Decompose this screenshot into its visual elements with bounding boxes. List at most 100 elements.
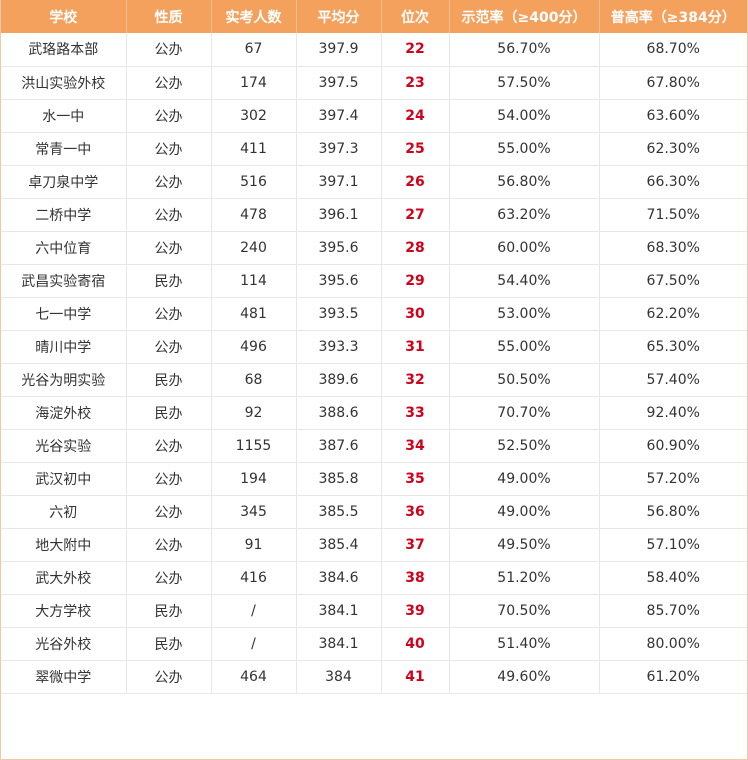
cell-model-rate: 49.00% [449,495,600,529]
cell-school: 洪山实验外校 [1,66,127,100]
cell-highschool-rate: 66.30% [599,165,747,199]
table-row: 武大外校 公办 416 384.6 38 51.20% 58.40% [1,561,747,595]
cell-rank: 30 [381,297,450,331]
cell-highschool-rate: 67.50% [599,264,747,298]
cell-school: 二桥中学 [1,198,127,232]
header-row: 学校 性质 实考人数 平均分 位次 示范率（≥400分） 普高率（≥384分） [1,0,747,33]
cell-highschool-rate: 57.20% [599,462,747,496]
cell-model-rate: 63.20% [449,198,600,232]
cell-school: 晴川中学 [1,330,127,364]
table-row: 常青一中 公办 411 397.3 25 55.00% 62.30% [1,132,747,166]
cell-rank: 34 [381,429,450,463]
cell-candidates: 91 [211,528,297,562]
cell-highschool-rate: 71.50% [599,198,747,232]
cell-average-score: 397.3 [296,132,382,166]
cell-school: 光谷实验 [1,429,127,463]
table-row: 六中位育 公办 240 395.6 28 60.00% 68.30% [1,231,747,265]
cell-average-score: 393.3 [296,330,382,364]
cell-rank: 32 [381,363,450,397]
cell-model-rate: 56.70% [449,33,600,67]
cell-type: 公办 [126,66,212,100]
table-row: 武汉初中 公办 194 385.8 35 49.00% 57.20% [1,462,747,496]
cell-type: 民办 [126,627,212,661]
cell-average-score: 397.9 [296,33,382,67]
cell-model-rate: 51.40% [449,627,600,661]
cell-school: 水一中 [1,99,127,133]
cell-candidates: 416 [211,561,297,595]
header-rank: 位次 [381,0,450,33]
table-row: 光谷为明实验 民办 68 389.6 32 50.50% 57.40% [1,363,747,397]
cell-model-rate: 60.00% [449,231,600,265]
cell-average-score: 388.6 [296,396,382,430]
cell-rank: 38 [381,561,450,595]
cell-candidates: / [211,627,297,661]
cell-highschool-rate: 58.40% [599,561,747,595]
table-row: 晴川中学 公办 496 393.3 31 55.00% 65.30% [1,330,747,364]
cell-average-score: 395.6 [296,264,382,298]
cell-average-score: 384.1 [296,594,382,628]
cell-highschool-rate: 85.70% [599,594,747,628]
table-row: 卓刀泉中学 公办 516 397.1 26 56.80% 66.30% [1,165,747,199]
cell-average-score: 384 [296,660,382,694]
cell-school: 武珞路本部 [1,33,127,67]
table-row: 地大附中 公办 91 385.4 37 49.50% 57.10% [1,528,747,562]
cell-type: 公办 [126,165,212,199]
cell-average-score: 385.5 [296,495,382,529]
cell-model-rate: 53.00% [449,297,600,331]
cell-candidates: 481 [211,297,297,331]
cell-school: 翠微中学 [1,660,127,694]
cell-average-score: 384.6 [296,561,382,595]
header-school: 学校 [1,0,127,33]
cell-school: 光谷为明实验 [1,363,127,397]
cell-candidates: 67 [211,33,297,67]
cell-highschool-rate: 80.00% [599,627,747,661]
cell-rank: 36 [381,495,450,529]
cell-rank: 39 [381,594,450,628]
cell-highschool-rate: 68.30% [599,231,747,265]
header-average-score: 平均分 [296,0,382,33]
cell-school: 常青一中 [1,132,127,166]
cell-candidates: 194 [211,462,297,496]
cell-highschool-rate: 57.40% [599,363,747,397]
table-row: 七一中学 公办 481 393.5 30 53.00% 62.20% [1,297,747,331]
cell-highschool-rate: 65.30% [599,330,747,364]
cell-school: 武大外校 [1,561,127,595]
table-row: 大方学校 民办/384.1 39 70.50% 85.70% [1,594,747,628]
cell-rank: 26 [381,165,450,199]
cell-model-rate: 54.40% [449,264,600,298]
cell-type: 公办 [126,33,212,67]
school-ranking-table: 学校 性质 实考人数 平均分 位次 示范率（≥400分） 普高率（≥384分） … [1,0,747,694]
cell-model-rate: 57.50% [449,66,600,100]
cell-school: 武昌实验寄宿 [1,264,127,298]
table-row: 翠微中学 公办 464 384 41 49.60% 61.20% [1,660,747,694]
cell-candidates: 302 [211,99,297,133]
header-type: 性质 [126,0,212,33]
cell-candidates: 174 [211,66,297,100]
cell-highschool-rate: 92.40% [599,396,747,430]
cell-rank: 27 [381,198,450,232]
cell-highschool-rate: 67.80% [599,66,747,100]
cell-model-rate: 50.50% [449,363,600,397]
cell-model-rate: 49.60% [449,660,600,694]
table-row: 水一中 公办 302 397.4 24 54.00% 63.60% [1,99,747,133]
cell-candidates: 478 [211,198,297,232]
cell-rank: 40 [381,627,450,661]
cell-highschool-rate: 63.60% [599,99,747,133]
table-row: 武珞路本部 公办 67 397.9 22 56.70% 68.70% [1,33,747,67]
cell-type: 民办 [126,396,212,430]
cell-highschool-rate: 57.10% [599,528,747,562]
cell-type: 公办 [126,462,212,496]
cell-type: 公办 [126,429,212,463]
header-model-rate: 示范率（≥400分） [449,0,600,33]
cell-rank: 29 [381,264,450,298]
cell-average-score: 397.5 [296,66,382,100]
cell-candidates: 240 [211,231,297,265]
cell-model-rate: 70.70% [449,396,600,430]
cell-type: 公办 [126,132,212,166]
cell-rank: 24 [381,99,450,133]
cell-candidates: 464 [211,660,297,694]
cell-candidates: 411 [211,132,297,166]
cell-type: 公办 [126,495,212,529]
cell-school: 海淀外校 [1,396,127,430]
cell-rank: 35 [381,462,450,496]
